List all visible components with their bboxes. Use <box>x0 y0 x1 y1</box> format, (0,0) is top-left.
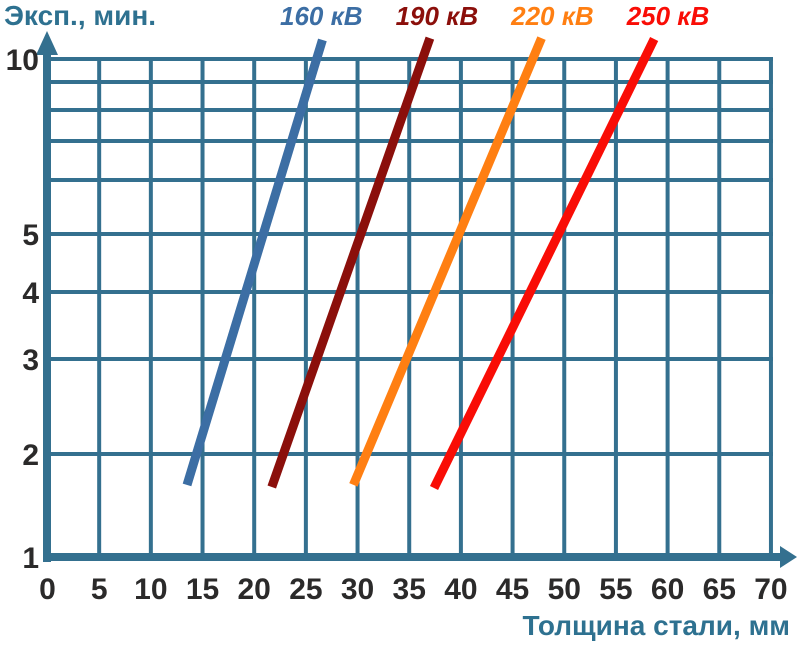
x-tick-label: 15 <box>186 573 219 606</box>
x-tick-label: 35 <box>393 573 426 606</box>
x-tick-label: 25 <box>289 573 322 606</box>
x-tick-label: 40 <box>444 573 477 606</box>
x-tick-label: 50 <box>548 573 581 606</box>
legend-item-0: 160 кВ <box>280 1 363 31</box>
series-line-3 <box>429 37 659 490</box>
legend-item-3: 250 кВ <box>626 1 710 31</box>
x-tick-label: 70 <box>754 573 787 606</box>
y-axis-arrowhead-icon <box>36 31 58 55</box>
x-axis-arrowhead-icon <box>780 546 797 568</box>
y-tick-label: 5 <box>22 219 39 252</box>
chart-legend: 160 кВ 190 кВ 220 кВ 250 кВ <box>280 1 709 32</box>
x-tick-label: 20 <box>238 573 271 606</box>
legend-item-2: 220 кВ <box>511 1 594 31</box>
y-tick-label: 1 <box>22 542 39 575</box>
x-axis-title: Толщина стали, мм <box>522 610 790 641</box>
y-tick-label: 10 <box>6 44 39 77</box>
x-tick-label: 30 <box>341 573 374 606</box>
x-tick-label: 60 <box>651 573 684 606</box>
y-axis-title: Эксп., мин. <box>4 0 157 31</box>
x-tick-label: 0 <box>39 573 56 606</box>
y-tick-label: 3 <box>22 344 39 377</box>
legend-item-1: 190 кВ <box>395 1 479 31</box>
series-line-1 <box>267 36 435 489</box>
series-line-2 <box>349 36 546 487</box>
y-tick-label: 4 <box>22 277 39 310</box>
x-tick-label: 65 <box>703 573 736 606</box>
series-line-0 <box>182 38 327 487</box>
x-tick-label: 45 <box>496 573 529 606</box>
y-tick-label: 2 <box>22 439 39 472</box>
x-tick-label: 5 <box>91 573 108 606</box>
x-tick-label: 55 <box>599 573 632 606</box>
x-tick-label: 10 <box>134 573 167 606</box>
